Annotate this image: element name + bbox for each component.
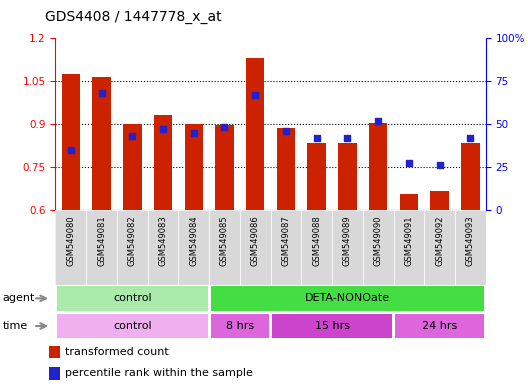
Text: percentile rank within the sample: percentile rank within the sample bbox=[65, 368, 252, 378]
Text: control: control bbox=[113, 321, 152, 331]
Text: GSM549087: GSM549087 bbox=[281, 216, 290, 266]
FancyBboxPatch shape bbox=[395, 314, 484, 338]
Point bbox=[159, 126, 167, 132]
Text: DETA-NONOate: DETA-NONOate bbox=[305, 293, 390, 303]
Text: GSM549091: GSM549091 bbox=[404, 216, 413, 266]
Bar bbox=[301, 210, 332, 285]
Bar bbox=[393, 210, 425, 285]
Text: GSM549086: GSM549086 bbox=[251, 216, 260, 266]
Text: GSM549088: GSM549088 bbox=[312, 216, 321, 266]
Bar bbox=[277, 128, 295, 210]
Text: GSM549090: GSM549090 bbox=[374, 216, 383, 266]
Bar bbox=[148, 210, 178, 285]
Bar bbox=[240, 210, 271, 285]
Bar bbox=[332, 210, 363, 285]
Text: GSM549082: GSM549082 bbox=[128, 216, 137, 266]
Bar bbox=[363, 210, 393, 285]
Text: 15 hrs: 15 hrs bbox=[315, 321, 350, 331]
Bar bbox=[154, 116, 172, 210]
Text: GDS4408 / 1447778_x_at: GDS4408 / 1447778_x_at bbox=[45, 10, 222, 24]
Text: GSM549093: GSM549093 bbox=[466, 216, 475, 266]
Bar bbox=[92, 77, 111, 210]
Text: GSM549081: GSM549081 bbox=[97, 216, 106, 266]
Bar bbox=[430, 191, 449, 210]
Bar bbox=[123, 124, 142, 210]
Text: 8 hrs: 8 hrs bbox=[226, 321, 254, 331]
Bar bbox=[338, 142, 357, 210]
FancyBboxPatch shape bbox=[211, 286, 484, 311]
Bar bbox=[455, 210, 486, 285]
Text: 24 hrs: 24 hrs bbox=[422, 321, 457, 331]
Point bbox=[251, 92, 259, 98]
Bar bbox=[49, 346, 60, 358]
Text: GSM549089: GSM549089 bbox=[343, 216, 352, 266]
Bar bbox=[271, 210, 301, 285]
FancyBboxPatch shape bbox=[272, 314, 392, 338]
Point bbox=[220, 124, 229, 131]
Point bbox=[282, 128, 290, 134]
Text: time: time bbox=[3, 321, 28, 331]
Text: GSM549092: GSM549092 bbox=[435, 216, 444, 266]
Text: control: control bbox=[113, 293, 152, 303]
Bar bbox=[62, 74, 80, 210]
FancyBboxPatch shape bbox=[211, 314, 269, 338]
Point bbox=[466, 135, 475, 141]
FancyBboxPatch shape bbox=[57, 286, 208, 311]
Text: transformed count: transformed count bbox=[65, 347, 168, 357]
Text: GSM549083: GSM549083 bbox=[158, 216, 167, 266]
Bar bbox=[117, 210, 148, 285]
Bar bbox=[86, 210, 117, 285]
Text: GSM549080: GSM549080 bbox=[67, 216, 76, 266]
Text: agent: agent bbox=[3, 293, 35, 303]
Text: GSM549085: GSM549085 bbox=[220, 216, 229, 266]
Bar bbox=[425, 210, 455, 285]
Bar bbox=[215, 126, 234, 210]
Bar bbox=[307, 142, 326, 210]
Point bbox=[436, 162, 444, 168]
Point bbox=[313, 135, 321, 141]
Bar bbox=[185, 124, 203, 210]
Bar bbox=[209, 210, 240, 285]
Point bbox=[67, 147, 75, 153]
Point bbox=[374, 118, 382, 124]
Point bbox=[404, 161, 413, 167]
Bar bbox=[49, 367, 60, 379]
Bar bbox=[55, 210, 86, 285]
Point bbox=[97, 90, 106, 96]
Bar bbox=[461, 142, 479, 210]
Point bbox=[128, 133, 137, 139]
Bar bbox=[178, 210, 209, 285]
Bar bbox=[369, 122, 388, 210]
FancyBboxPatch shape bbox=[57, 314, 208, 338]
Text: GSM549084: GSM549084 bbox=[189, 216, 198, 266]
Point bbox=[190, 129, 198, 136]
Bar bbox=[400, 194, 418, 210]
Point bbox=[343, 135, 352, 141]
Bar bbox=[246, 58, 265, 210]
